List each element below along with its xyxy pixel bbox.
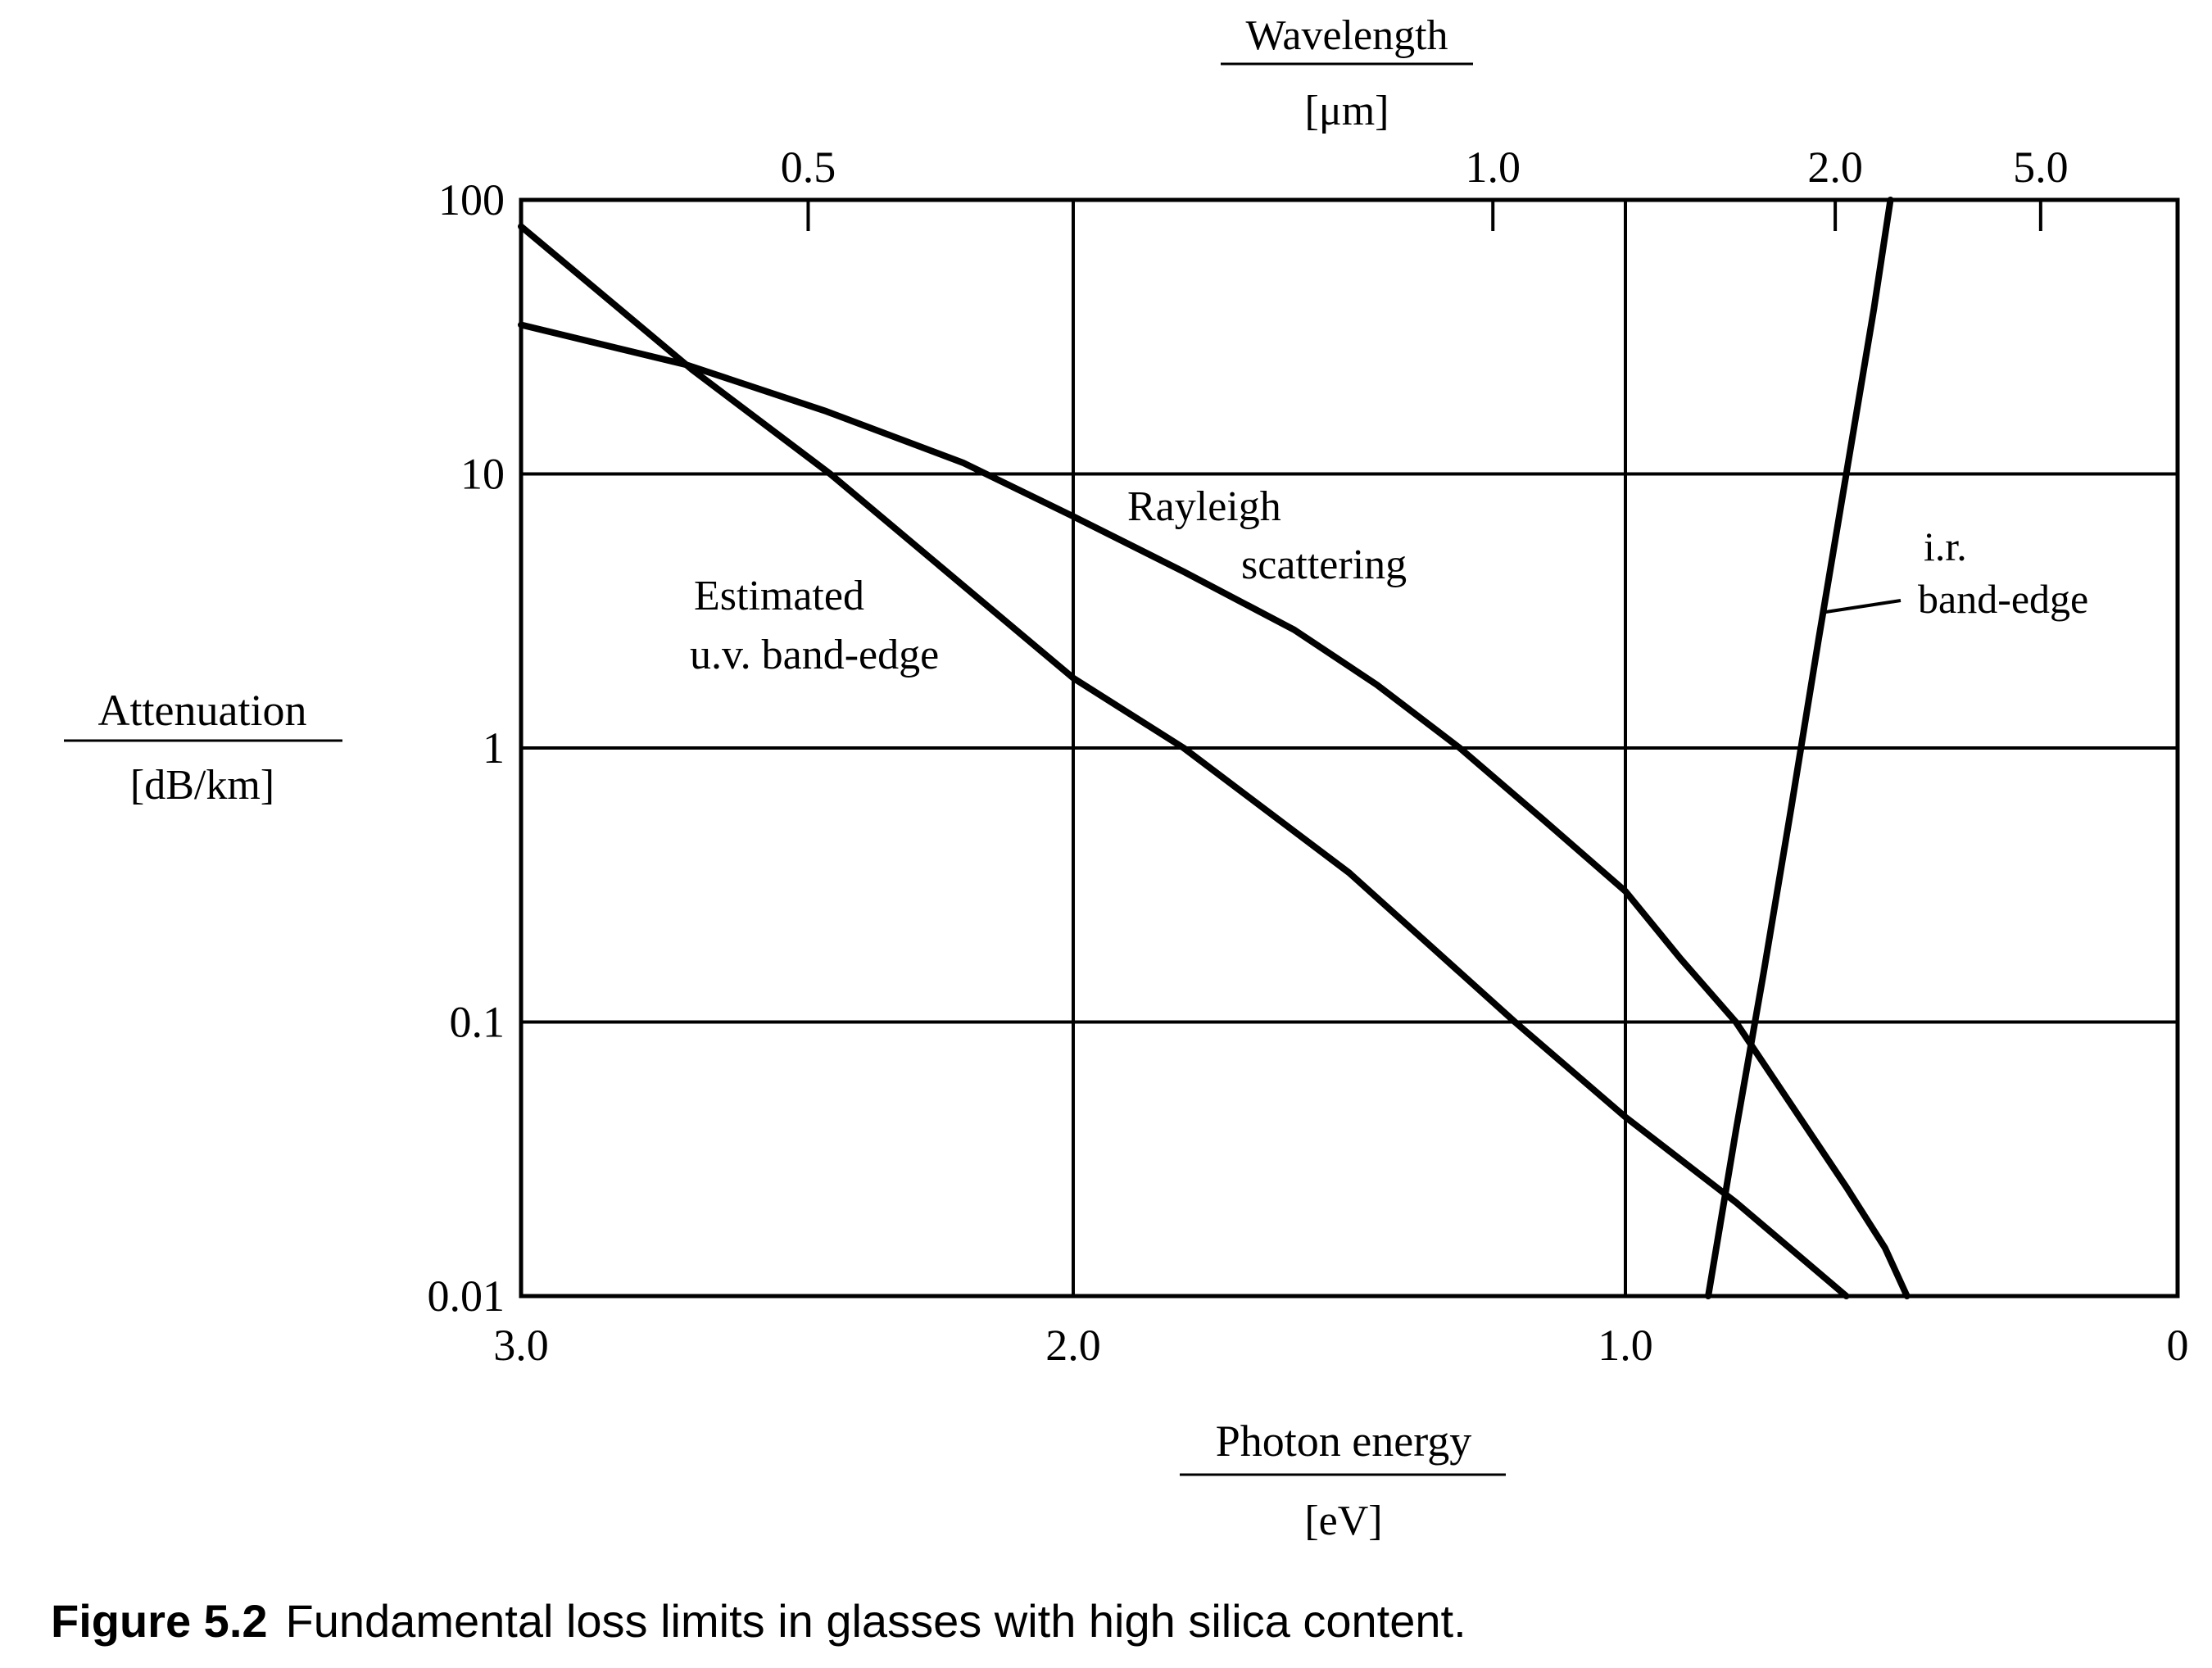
curves [518,197,1911,1299]
tick-labels: 100 10 1 0.1 0.013.0 2.0 1.0 0 0.5 1.0 2.0 5.0 [428,143,2189,1370]
x-tick-label: 1.0 [1598,1321,1653,1370]
ir-band-edge-label-line1: i.r. [1924,524,1967,569]
top-axis-unit: [μm] [1305,88,1389,134]
x-tick-label: 2.0 [1045,1321,1101,1370]
rayleigh-label-line2: scattering [1241,542,1407,588]
rayleigh-label-line1: Rayleigh [1127,483,1281,530]
ir-band-edge-curve [1705,197,1894,1299]
top-tick-label: 2.0 [1807,143,1863,192]
top-axis-title: Wavelength [1245,12,1448,59]
uv-band-edge-label-line1: Estimated [694,573,864,619]
y-tick-label: 100 [438,175,505,224]
y-tick-label: 0.1 [450,998,505,1047]
figure-caption: Figure 5.2 Fundamental loss limits in gla… [51,1595,1466,1647]
plot-frame [519,197,2180,1299]
y-tick-label: 1 [483,723,505,773]
x-axis-title: Photon energy [1216,1416,1471,1466]
tick-marks [806,200,2042,231]
y-tick-label: 10 [460,450,505,499]
uv-band-edge-label-line2: u.v. band-edge [690,632,939,678]
top-tick-label: 1.0 [1465,143,1521,192]
ir-band-edge-leader [1820,599,1902,614]
ir-band-edge-label-line2: band-edge [1918,576,2088,622]
x-tick-label: 0 [2167,1321,2189,1370]
y-tick-label: 0.01 [428,1271,505,1321]
top-tick-label: 0.5 [781,143,836,192]
top-tick-label: 5.0 [2013,143,2069,192]
y-axis-unit: [dB/km] [130,762,274,809]
y-axis-title: Attenuation [98,686,307,735]
x-axis-unit: [eV] [1304,1498,1382,1544]
rayleigh-scattering-curve [518,321,1911,1299]
x-tick-label: 3.0 [493,1321,549,1370]
figure-caption-text: Fundamental loss limits in glasses with … [286,1595,1466,1647]
grid-lines [519,198,2179,1298]
figure-caption-label: Figure 5.2 [51,1595,268,1647]
uv-band-edge-curve [518,223,1850,1299]
